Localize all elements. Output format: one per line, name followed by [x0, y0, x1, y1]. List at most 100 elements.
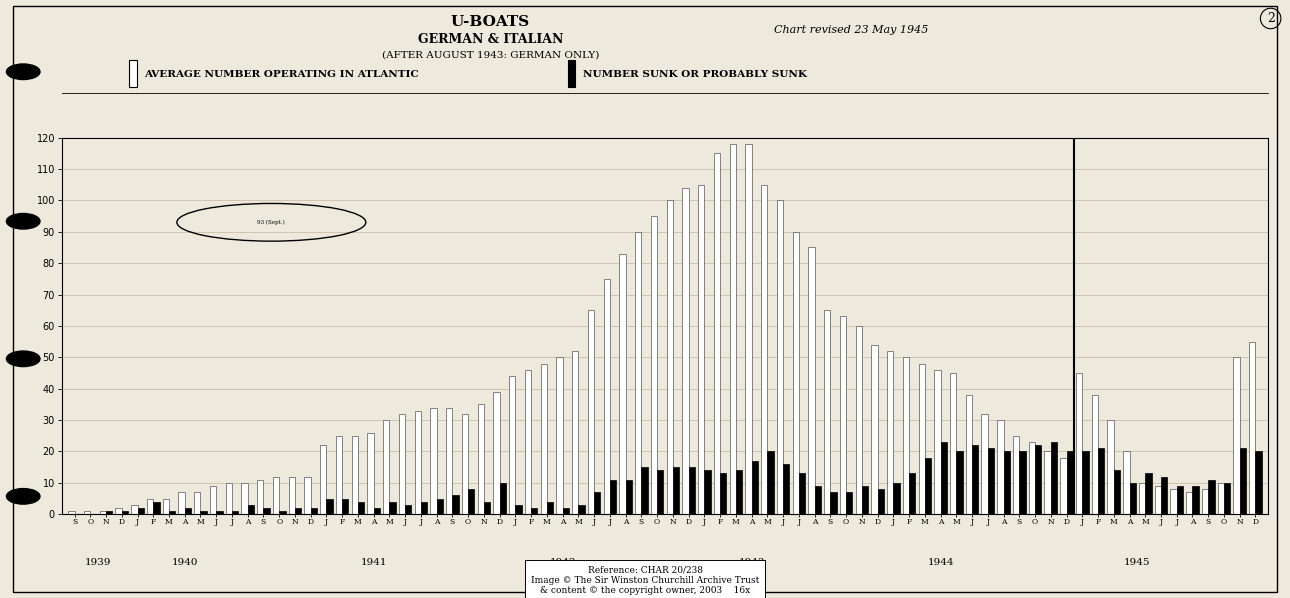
Bar [1045, 451, 1051, 514]
Bar [462, 414, 468, 514]
Bar [1124, 451, 1130, 514]
Bar [610, 480, 617, 514]
Bar [499, 483, 506, 514]
Bar [809, 248, 814, 514]
Text: 1942: 1942 [550, 557, 575, 567]
Bar [973, 445, 978, 514]
Bar [1013, 436, 1019, 514]
Bar [1076, 373, 1082, 514]
Bar [997, 420, 1004, 514]
Bar [673, 467, 679, 514]
Bar [888, 351, 893, 514]
Bar [311, 508, 317, 514]
Bar [342, 499, 348, 514]
Text: NUMBER SUNK OR PROBABLY SUNK: NUMBER SUNK OR PROBABLY SUNK [583, 70, 808, 80]
Bar [210, 486, 217, 514]
Bar [1224, 483, 1231, 514]
Bar [982, 414, 988, 514]
Bar [893, 483, 899, 514]
Bar [651, 216, 657, 514]
Bar [263, 508, 270, 514]
Bar [335, 436, 342, 514]
Bar [768, 451, 774, 514]
Bar [1170, 489, 1176, 514]
Bar [531, 508, 538, 514]
Text: 1939: 1939 [85, 557, 111, 567]
Bar [295, 508, 302, 514]
Bar [1192, 486, 1198, 514]
Bar [525, 370, 531, 514]
Bar [831, 492, 837, 514]
Text: AVERAGE NUMBER OPERATING IN ATLANTIC: AVERAGE NUMBER OPERATING IN ATLANTIC [144, 70, 419, 80]
Bar [571, 351, 578, 514]
Bar [178, 492, 184, 514]
Bar [248, 505, 254, 514]
Bar [556, 358, 562, 514]
Bar [84, 511, 90, 514]
Bar [689, 467, 695, 514]
Bar [453, 495, 459, 514]
Bar [746, 144, 752, 514]
Bar [116, 508, 121, 514]
Bar [1130, 483, 1135, 514]
Bar [1176, 486, 1183, 514]
Bar [326, 499, 333, 514]
Bar [966, 395, 973, 514]
Bar [814, 486, 820, 514]
Bar [1218, 483, 1224, 514]
Bar [516, 505, 521, 514]
Bar [99, 511, 106, 514]
Bar [761, 185, 768, 514]
Bar [446, 408, 453, 514]
Bar [1139, 483, 1146, 514]
Bar [200, 511, 206, 514]
Bar [1107, 420, 1113, 514]
Bar [918, 364, 925, 514]
Bar [925, 458, 931, 514]
Bar [493, 392, 499, 514]
Text: Chart revised 23 May 1945: Chart revised 23 May 1945 [774, 25, 929, 35]
Bar [374, 508, 381, 514]
Bar [414, 411, 421, 514]
Bar [304, 477, 311, 514]
Bar [368, 433, 374, 514]
Text: 1944: 1944 [928, 557, 953, 567]
Bar [1067, 451, 1073, 514]
Bar [477, 404, 484, 514]
Bar [562, 508, 569, 514]
Bar [956, 451, 962, 514]
Bar [949, 373, 956, 514]
Bar [799, 474, 805, 514]
Bar [510, 376, 516, 514]
Bar [273, 477, 279, 514]
Bar [132, 505, 138, 514]
Bar [547, 502, 553, 514]
Text: Reference: CHAR 20/238
Image © The Sir Winston Churchill Archive Trust
& content: Reference: CHAR 20/238 Image © The Sir W… [530, 565, 760, 595]
Bar [1028, 442, 1035, 514]
Bar [241, 483, 248, 514]
Bar [578, 505, 584, 514]
Bar [824, 310, 831, 514]
Bar [657, 470, 663, 514]
Bar [226, 483, 232, 514]
Bar [667, 200, 673, 514]
Bar [1155, 486, 1161, 514]
Bar [635, 231, 641, 514]
Bar [934, 370, 940, 514]
Bar [604, 279, 610, 514]
Bar [1255, 451, 1262, 514]
Text: 1943: 1943 [738, 557, 765, 567]
Bar [698, 185, 704, 514]
Bar [484, 502, 490, 514]
Bar [1249, 341, 1255, 514]
Text: U-BOATS: U-BOATS [450, 15, 530, 29]
Bar [641, 467, 648, 514]
Bar [1098, 448, 1104, 514]
Bar [626, 480, 632, 514]
Bar [68, 511, 75, 514]
Bar [399, 414, 405, 514]
Bar [352, 436, 357, 514]
Bar [1240, 448, 1246, 514]
Bar [541, 364, 547, 514]
Bar [437, 499, 442, 514]
